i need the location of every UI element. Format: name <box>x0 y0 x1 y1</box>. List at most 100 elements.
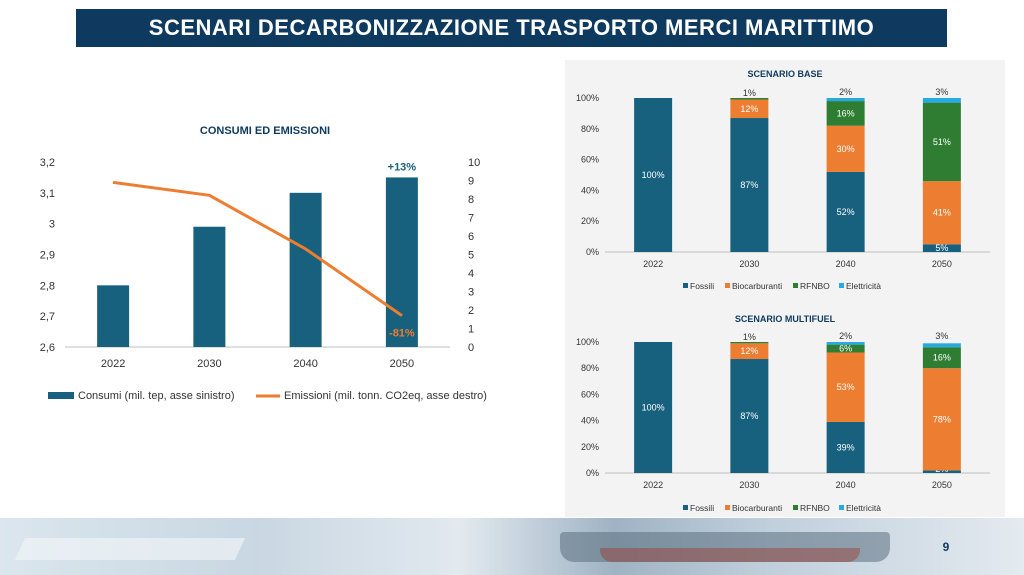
y-left-tick-label: 3,2 <box>40 157 55 169</box>
consumi-bar <box>289 192 322 347</box>
y-tick-label: 0% <box>586 468 599 478</box>
stacked-segment-rfnbo <box>730 342 769 344</box>
data-label: 41% <box>933 208 951 218</box>
emissioni-point <box>208 194 210 196</box>
data-label: 51% <box>933 137 951 147</box>
data-label: 3% <box>935 87 948 97</box>
legend-consumi-label: Consumi (mil. tep, asse sinistro) <box>78 390 235 402</box>
stacked-segment-biocarburanti <box>826 125 865 172</box>
y-right-tick-label: 8 <box>468 194 474 206</box>
legend-swatch-biocarburanti <box>725 505 730 510</box>
legend-emissioni-label: Emissioni (mil. tonn. CO2eq, asse destro… <box>284 390 487 402</box>
stacked-segment-fossili <box>730 118 769 252</box>
data-label: 1% <box>743 332 756 342</box>
data-label: 52% <box>837 207 855 217</box>
chart-title: CONSUMI ED EMISSIONI <box>200 125 330 137</box>
stacked-segment-biocarburanti <box>922 181 961 245</box>
stacked-segment-elettricità <box>826 98 865 102</box>
ship-shape <box>560 532 890 562</box>
stacked-segment-biocarburanti <box>730 343 769 360</box>
harbor-background-image <box>0 518 1024 575</box>
legend-label: Biocarburanti <box>732 281 782 291</box>
stacked-segment-elettricità <box>826 342 865 345</box>
chart-title: SCENARIO BASE <box>747 69 822 79</box>
y-tick-label: 80% <box>581 124 599 134</box>
x-tick-label: 2022 <box>101 358 125 370</box>
x-tick-label: 2050 <box>932 259 952 269</box>
data-label: 12% <box>740 346 758 356</box>
legend-swatch-biocarburanti <box>725 283 730 288</box>
consumi-emissioni-chart: CONSUMI ED EMISSIONI 2,6 2,7 2,8 2,9 3 3,1 3,2 0… <box>40 125 487 402</box>
y-left-tick-label: 3,1 <box>40 188 55 200</box>
scenario-multifuel-chart: SCENARIO MULTIFUEL 0% 20% 40% 60% 80% 100% 100%… <box>576 314 990 513</box>
data-label: 6% <box>839 344 852 354</box>
stacked-segment-fossili <box>922 470 961 473</box>
x-tick-label: 2040 <box>836 259 856 269</box>
x-tick-label: 2030 <box>739 480 759 490</box>
data-label: 2% <box>839 331 852 341</box>
stacked-segment-elettricità <box>922 98 961 103</box>
data-label: 5% <box>935 243 948 253</box>
emissioni-line <box>112 180 403 317</box>
consumi-bar <box>193 226 226 347</box>
data-label: 12% <box>740 104 758 114</box>
x-tick-label: 2022 <box>643 259 663 269</box>
legend-consumi-swatch <box>48 392 74 399</box>
legend-swatch-rfnbo <box>793 283 798 288</box>
legend-label: Elettricità <box>846 281 881 291</box>
y-left-tick-label: 2,6 <box>40 342 55 354</box>
y-right-tick-label: 6 <box>468 231 474 243</box>
stacked-segment-rfnbo <box>730 98 769 100</box>
y-right-tick-label: 4 <box>468 268 474 280</box>
page-number: 9 <box>942 540 950 554</box>
stacked-segment-biocarburanti <box>826 352 865 422</box>
change-annotation: +13% <box>388 161 417 173</box>
y-tick-label: 0% <box>586 247 599 257</box>
data-label: 100% <box>642 170 665 180</box>
consumi-bar <box>385 177 418 347</box>
y-right-tick-label: 1 <box>468 324 474 336</box>
y-right-tick-label: 7 <box>468 213 474 225</box>
y-tick-label: 60% <box>581 155 599 165</box>
y-tick-label: 100% <box>576 337 599 347</box>
x-tick-label: 2040 <box>836 480 856 490</box>
stacked-segment-fossili <box>634 98 673 252</box>
data-label: 30% <box>837 144 855 154</box>
emissioni-point <box>305 248 307 250</box>
y-left-tick-label: 2,8 <box>40 280 55 292</box>
data-label: 16% <box>837 108 855 118</box>
consumi-bar <box>97 285 130 347</box>
stacked-segment-fossili <box>730 359 769 473</box>
stacked-segment-fossili <box>922 244 961 252</box>
y-tick-label: 100% <box>576 93 599 103</box>
y-right-tick-label: 9 <box>468 176 474 188</box>
legend-label: Fossili <box>690 503 714 513</box>
x-tick-label: 2040 <box>293 358 317 370</box>
x-tick-label: 2030 <box>739 259 759 269</box>
data-label: 87% <box>740 411 758 421</box>
stacked-segment-rfnbo <box>826 101 865 126</box>
y-tick-label: 20% <box>581 442 599 452</box>
data-label: 1% <box>743 88 756 98</box>
stacked-segment-rfnbo <box>826 344 865 353</box>
x-tick-label: 2022 <box>643 480 663 490</box>
data-label: 78% <box>933 414 951 424</box>
page-title-bar: SCENARI DECARBONIZZAZIONE TRASPORTO MERC… <box>76 9 947 47</box>
legend-swatch-elettricità <box>839 505 844 510</box>
y-tick-label: 20% <box>581 216 599 226</box>
y-right-tick-label: 5 <box>468 250 474 262</box>
legend-swatch-fossili <box>683 283 688 288</box>
stacked-segment-elettricità <box>922 343 961 348</box>
y-tick-label: 40% <box>581 185 599 195</box>
y-tick-label: 80% <box>581 363 599 373</box>
y-right-tick-label: 0 <box>468 342 474 354</box>
emissioni-point <box>112 181 114 183</box>
data-label: 16% <box>933 353 951 363</box>
data-label: 3% <box>935 331 948 341</box>
data-label: 53% <box>837 382 855 392</box>
x-tick-label: 2050 <box>390 358 414 370</box>
stacked-segment-biocarburanti <box>922 368 961 471</box>
scenario-base-chart: SCENARIO BASE 0% 20% 40% 60% 80% 100% 100% 2022 8… <box>576 69 990 291</box>
legend-label: RFNBO <box>800 503 830 513</box>
y-tick-label: 60% <box>581 389 599 399</box>
